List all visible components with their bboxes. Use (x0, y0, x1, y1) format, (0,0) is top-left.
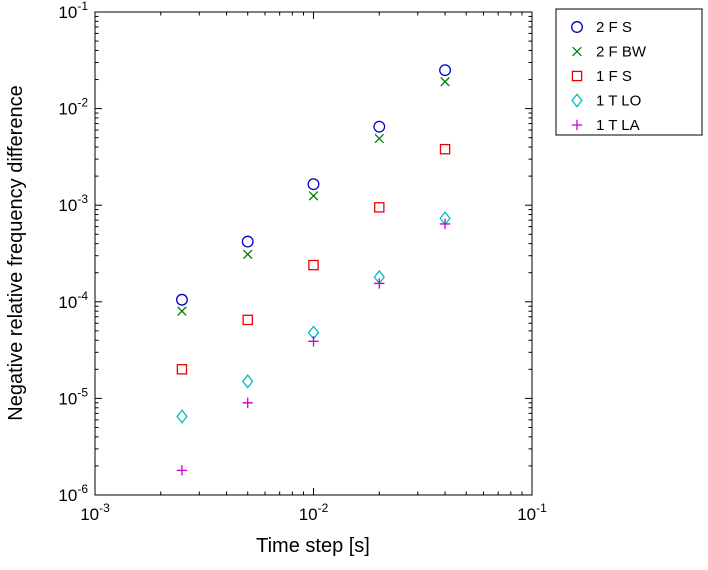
data-point-circle (307, 178, 320, 191)
data-point-square (374, 202, 385, 213)
data-point-square (571, 70, 583, 82)
axis-ticks (94, 11, 533, 496)
data-point-plus (571, 119, 583, 131)
y-axis-label: Negative relative frequency difference (5, 85, 27, 420)
data-point-square (439, 143, 451, 155)
data-point-circle (571, 21, 583, 33)
legend-item-label: 1 F S (596, 68, 632, 85)
x-tick-label: 10-1 (517, 501, 547, 524)
y-tick-label: 10-3 (58, 192, 88, 215)
legend-item: 1 T LA (571, 117, 640, 134)
legend-item: 1 F S (571, 68, 632, 85)
data-point-circle (175, 293, 188, 306)
data-point-x (374, 133, 385, 144)
data-point-plus (176, 465, 188, 476)
legend-item: 2 F BW (572, 44, 647, 61)
data-point-square (242, 314, 253, 326)
legend-item-label: 1 T LA (596, 117, 640, 134)
legend-item: 2 F S (571, 19, 632, 36)
plot-area (94, 11, 533, 496)
data-point-x (440, 76, 450, 87)
data-point-circle (439, 64, 452, 77)
axis-tick-labels: 10-3 10-2 10-1 10-6 10-5 10-4 10-3 10-2 10-1 (58, 0, 547, 524)
data-point-x (572, 46, 582, 57)
y-tick-label: 10-1 (58, 0, 88, 22)
series-2-f-bw (177, 76, 450, 316)
data-point-diamond (241, 374, 254, 389)
legend-item-label: 2 F BW (596, 44, 647, 61)
series-1-t-la (176, 218, 451, 476)
data-point-x (308, 191, 319, 201)
data-point-diamond (176, 409, 188, 424)
y-tick-label: 10-2 (58, 96, 88, 119)
y-tick-label: 10-6 (58, 482, 88, 505)
data-point-plus (308, 336, 319, 347)
data-point-square (176, 364, 188, 375)
legend: 2 F S 2 F BW 1 F S 1 T LO 1 T LA (555, 8, 703, 136)
series-1-t-lo (176, 211, 451, 424)
data-point-diamond (571, 93, 583, 108)
data-point-circle (373, 120, 386, 133)
data-points (175, 64, 452, 476)
series-2-f-s (175, 64, 452, 306)
data-point-plus (374, 278, 385, 289)
data-point-square (308, 259, 319, 271)
legend-item-label: 1 T LO (596, 93, 641, 110)
x-tick-label: 10-3 (80, 501, 110, 524)
legend-items: 2 F S 2 F BW 1 F S 1 T LO 1 T LA (571, 19, 647, 134)
x-axis-label: Time step [s] (256, 535, 370, 557)
data-point-plus (242, 397, 253, 409)
y-tick-label: 10-5 (58, 385, 88, 408)
data-point-x (177, 306, 187, 316)
legend-item-label: 2 F S (596, 19, 632, 36)
series-1-f-s (176, 143, 451, 375)
data-point-plus (439, 218, 451, 230)
legend-box (555, 8, 703, 136)
legend-item: 1 T LO (571, 93, 641, 110)
data-point-circle (241, 235, 254, 248)
data-point-x (242, 249, 253, 260)
x-tick-label: 10-2 (299, 501, 329, 524)
y-tick-label: 10-4 (58, 289, 88, 312)
